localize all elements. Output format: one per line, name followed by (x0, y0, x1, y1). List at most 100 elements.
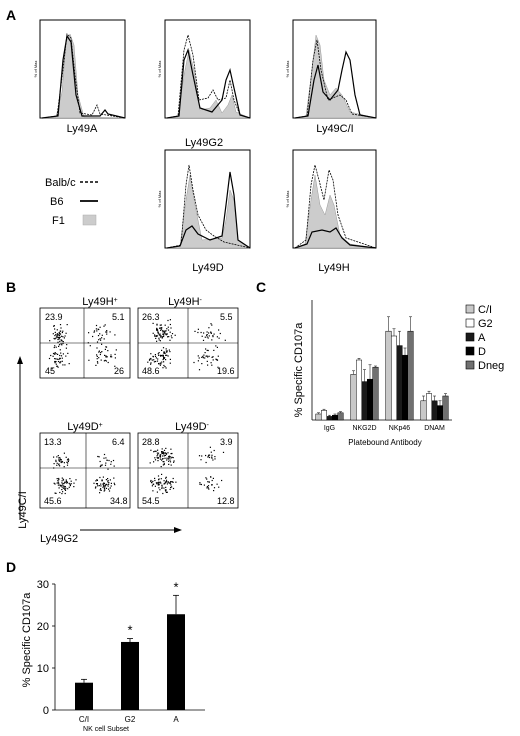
flow-event-dot (210, 323, 212, 325)
flow-event-dot (154, 479, 156, 482)
flow-event-dot (66, 459, 69, 461)
flow-event-dot (56, 456, 58, 458)
flow-event-dot (163, 333, 165, 335)
flow-event-dot (158, 479, 160, 481)
flow-event-dot (58, 338, 60, 340)
flow-event-dot (156, 455, 158, 457)
flow-event-dot (199, 483, 201, 485)
flow-event-dot (164, 366, 166, 368)
flow-event-dot (99, 333, 101, 335)
flow-event-dot (96, 361, 99, 363)
flow-event-dot (93, 330, 96, 332)
flow-event-dot (161, 459, 163, 461)
flow-event-dot (110, 463, 112, 465)
y-tick-label: 10 (37, 663, 49, 675)
flow-event-dot (100, 488, 102, 490)
bar-d-dnam (437, 405, 443, 421)
flow-event-dot (164, 332, 166, 334)
flow-event-dot (206, 334, 208, 336)
flow-event-dot (168, 463, 170, 465)
flow-event-dot (67, 462, 69, 464)
flow-event-dot (53, 482, 55, 484)
flow-event-dot (73, 482, 75, 484)
flow-event-dot (67, 460, 69, 462)
flow-event-dot (211, 479, 213, 482)
flow-event-dot (61, 489, 63, 491)
flow-event-dot (68, 363, 70, 365)
bar-g2-dnam (426, 393, 432, 421)
flow-event-dot (205, 477, 207, 479)
flow-event-dot (105, 360, 107, 362)
flow-event-dot (159, 340, 161, 342)
flow-event-dot (200, 459, 202, 461)
flow-event-dot (56, 482, 58, 484)
flow-event-dot (107, 361, 109, 364)
dotplot-4: Ly49D- 28.8 3.9 54.5 12.8 (137, 421, 239, 509)
flow-event-dot (211, 364, 213, 366)
flow-event-dot (167, 326, 169, 328)
flow-event-dot (159, 333, 161, 335)
flow-event-dot (157, 475, 160, 477)
flow-event-dot (104, 484, 106, 486)
flow-event-dot (206, 478, 208, 480)
flow-event-dot (172, 487, 175, 490)
flow-event-dot (56, 464, 58, 466)
flow-event-dot (61, 461, 64, 463)
flow-event-dot (206, 349, 208, 351)
flow-event-dot (154, 355, 157, 357)
flow-event-dot (97, 485, 99, 487)
bar-ci-nkg2d (350, 374, 357, 421)
flow-event-dot (162, 458, 164, 460)
histogram-ly49d: % of Max Ly49D (157, 149, 251, 274)
flow-event-dot (100, 465, 102, 467)
flow-event-dot (168, 482, 170, 484)
flow-event-dot (154, 335, 156, 337)
flow-event-dot (161, 473, 163, 475)
flow-event-dot (56, 358, 58, 360)
flow-event-dot (58, 463, 60, 465)
flow-event-dot (211, 456, 213, 458)
flow-event-dot (170, 484, 172, 486)
flow-event-dot (169, 482, 171, 485)
flow-event-dot (58, 482, 60, 484)
flow-event-dot (160, 478, 162, 480)
flow-event-dot (213, 333, 215, 335)
flow-event-dot (95, 486, 97, 488)
flow-event-dot (110, 461, 112, 463)
flow-event-dot (54, 328, 56, 330)
flow-event-dot (171, 452, 173, 455)
flow-event-dot (159, 454, 161, 456)
flow-event-dot (101, 351, 103, 353)
flow-event-dot (158, 484, 160, 486)
flow-event-dot (153, 451, 155, 453)
flow-event-dot (66, 324, 68, 326)
flow-event-dot (57, 366, 59, 368)
flow-event-dot (161, 361, 163, 363)
flow-event-dot (156, 327, 158, 329)
flow-event-dot (202, 355, 204, 357)
flow-event-dot (107, 485, 109, 487)
flow-event-dot (161, 355, 163, 357)
flow-event-dot (107, 350, 109, 352)
flow-event-dot (156, 324, 158, 326)
flow-event-dot (156, 335, 158, 337)
flow-event-dot (162, 367, 164, 369)
legend-label: C/I (478, 304, 492, 316)
flow-event-dot (53, 463, 55, 465)
flow-event-dot (156, 329, 158, 331)
flow-event-dot (153, 359, 155, 361)
quadrant-value-ur: 3.9 (220, 437, 233, 447)
flow-event-dot (153, 361, 155, 363)
flow-event-dot (213, 349, 215, 351)
flow-event-dot (165, 330, 167, 332)
flow-event-dot (59, 459, 61, 461)
flow-event-dot (61, 493, 63, 495)
flow-event-dot (208, 454, 211, 456)
flow-event-dot (165, 479, 168, 481)
flow-event-dot (164, 489, 166, 491)
flow-event-dot (201, 363, 203, 365)
flow-event-dot (159, 456, 162, 458)
flow-event-dot (167, 458, 169, 460)
flow-event-dot (54, 352, 56, 354)
flow-event-dot (166, 350, 168, 352)
